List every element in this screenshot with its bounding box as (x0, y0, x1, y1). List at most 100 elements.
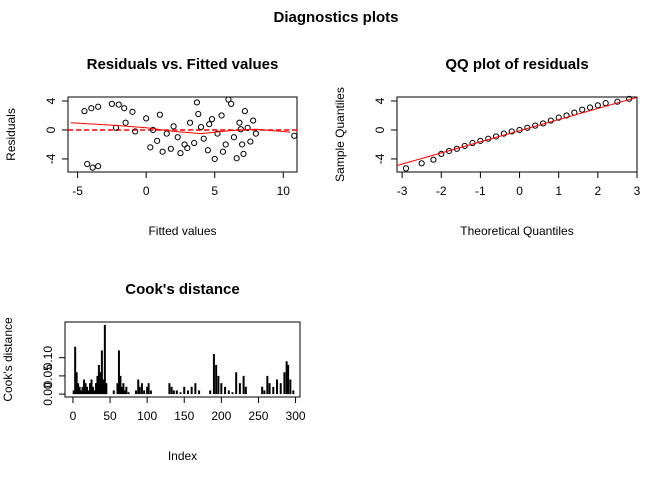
point (174, 134, 181, 141)
x-tick-label: -5 (72, 184, 83, 198)
point (594, 102, 601, 109)
point (219, 148, 227, 155)
x-tick-label: 150 (174, 409, 194, 423)
point (233, 155, 240, 162)
x-tick-label: 200 (211, 409, 231, 423)
y-tick-label: -4 (44, 153, 58, 164)
y-tick-label: 0.05 (41, 364, 55, 388)
point (218, 112, 225, 119)
page-title: Diagnostics plots (273, 9, 398, 26)
x-tick-label: 0 (70, 409, 77, 423)
point (177, 150, 184, 157)
point (291, 132, 298, 139)
point (418, 160, 425, 167)
point (547, 117, 554, 124)
x-axis-label: Fitted values (148, 224, 216, 238)
point (236, 119, 243, 126)
point (252, 130, 259, 137)
point (240, 150, 247, 157)
x-tick-label: 3 (634, 184, 641, 198)
x-tick-label: 250 (248, 409, 268, 423)
point (402, 165, 410, 172)
point (508, 128, 515, 135)
point (222, 141, 229, 148)
x-tick-label: 1 (555, 184, 562, 198)
point (208, 116, 216, 123)
point (237, 126, 244, 133)
point (163, 130, 170, 137)
point (228, 100, 235, 107)
point (563, 112, 570, 119)
point (186, 119, 194, 126)
point (241, 108, 248, 115)
y-axis-label: Cook's distance (1, 317, 15, 402)
point (193, 99, 200, 106)
point (108, 100, 115, 107)
point (602, 100, 609, 107)
x-tick-label: 0 (143, 184, 150, 198)
point (239, 141, 246, 148)
y-axis-label: Residuals (4, 108, 18, 161)
y-tick-label: 0.00 (41, 382, 55, 406)
y-tick-label: 0 (44, 126, 58, 133)
point (244, 124, 251, 131)
x-tick-label: 100 (137, 409, 157, 423)
point (132, 128, 139, 135)
point (430, 156, 437, 163)
point (555, 114, 562, 121)
point (122, 119, 129, 126)
point (81, 108, 88, 115)
x-tick-label: -3 (397, 184, 408, 198)
point (206, 121, 213, 128)
point (247, 138, 254, 145)
point (225, 96, 232, 103)
y-tick-label: 0.10 (41, 346, 55, 370)
y-tick-label: -4 (373, 153, 387, 164)
point (579, 106, 586, 113)
point (121, 105, 128, 112)
panel-title: QQ plot of residuals (445, 56, 588, 73)
point (250, 117, 257, 124)
x-axis-label: Index (168, 449, 197, 463)
point (214, 130, 221, 137)
x-tick-label: -2 (436, 184, 447, 198)
y-tick-label: 4 (44, 97, 58, 104)
point (147, 144, 154, 151)
x-axis-label: Theoretical Quantiles (460, 224, 573, 238)
point (197, 123, 205, 131)
point (500, 130, 507, 137)
fit-line (396, 96, 638, 166)
panel-title: Residuals vs. Fitted values (87, 56, 279, 73)
point (184, 144, 191, 152)
panel-title: Cook's distance (125, 281, 239, 298)
x-tick-label: 300 (286, 409, 306, 423)
point (115, 101, 122, 108)
point (156, 111, 163, 118)
point (191, 139, 198, 147)
point (88, 105, 95, 112)
y-tick-label: 4 (373, 97, 387, 104)
point (211, 155, 218, 163)
point (586, 104, 594, 111)
plot-box (64, 321, 301, 398)
point (84, 160, 91, 168)
x-tick-label: 50 (103, 409, 117, 423)
point (204, 147, 211, 154)
x-tick-label: 10 (277, 184, 291, 198)
x-tick-label: 0 (516, 184, 523, 198)
point (159, 148, 166, 155)
point (200, 135, 207, 142)
y-tick-label: 0 (373, 126, 387, 133)
point (170, 123, 177, 130)
x-tick-label: 2 (595, 184, 602, 198)
point (143, 115, 150, 122)
point (154, 137, 161, 144)
point (95, 103, 102, 110)
y-axis-label: Sample Quantiles (333, 87, 347, 182)
point (89, 164, 96, 171)
point (167, 145, 174, 152)
point (149, 126, 157, 134)
point (230, 134, 238, 141)
plot-box (67, 96, 298, 173)
